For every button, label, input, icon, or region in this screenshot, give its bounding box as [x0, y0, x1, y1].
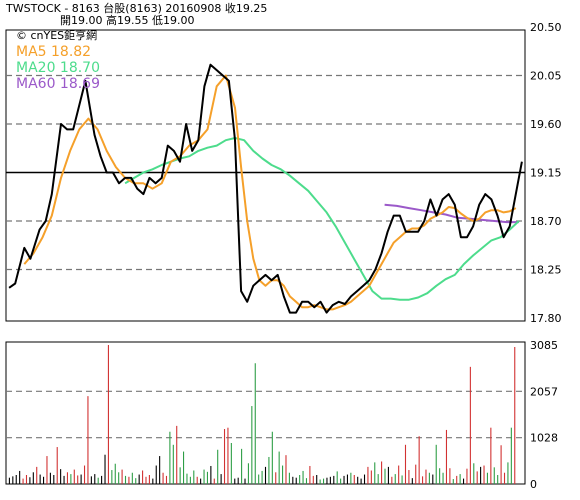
volume-tick-label: 0 [530, 478, 537, 491]
ma5-line [23, 74, 517, 311]
legend-ma60: MA60 18.69 [16, 76, 100, 92]
volume-panel-frame [5, 341, 526, 485]
price-grid [6, 74, 525, 271]
price-panel-frame [5, 29, 526, 322]
price-tick-label: 19.15 [530, 167, 562, 180]
price-axis: 20.50 20.05 19.60 19.15 18.70 18.25 17.80 [530, 21, 562, 325]
price-tick-label: 18.25 [530, 264, 562, 277]
price-line [8, 63, 523, 314]
volume-tick-label: 1028 [530, 432, 558, 445]
header-line1: TWSTOCK - 8163 台股(8163) 20160908 收19.25 [5, 1, 267, 15]
volume-bars [8, 345, 516, 484]
volume-tick-label: 2057 [530, 385, 558, 398]
copyright-text: © cnYES鉅亨網 [16, 28, 97, 42]
header-line2: 開19.00 高19.55 低19.00 [60, 13, 194, 27]
legend-ma5: MA5 18.82 [16, 44, 91, 60]
legend-ma20: MA20 18.70 [16, 60, 100, 76]
volume-axis: 3085 2057 1028 0 [530, 339, 558, 491]
price-lines [8, 63, 523, 314]
price-tick-label: 17.80 [530, 312, 562, 325]
price-tick-label: 19.60 [530, 118, 562, 131]
price-tick-label: 20.50 [530, 21, 562, 34]
price-tick-label: 20.05 [530, 70, 562, 83]
price-panel: 20.50 20.05 19.60 19.15 18.70 18.25 17.80 © cn… [5, 21, 562, 325]
ma60-line [384, 203, 519, 224]
volume-panel: 3085 2057 1028 0 [5, 339, 558, 491]
price-tick-label: 18.70 [530, 215, 562, 228]
volume-grid [6, 390, 525, 439]
volume-tick-label: 3085 [530, 339, 558, 352]
ma20-line [124, 137, 520, 301]
